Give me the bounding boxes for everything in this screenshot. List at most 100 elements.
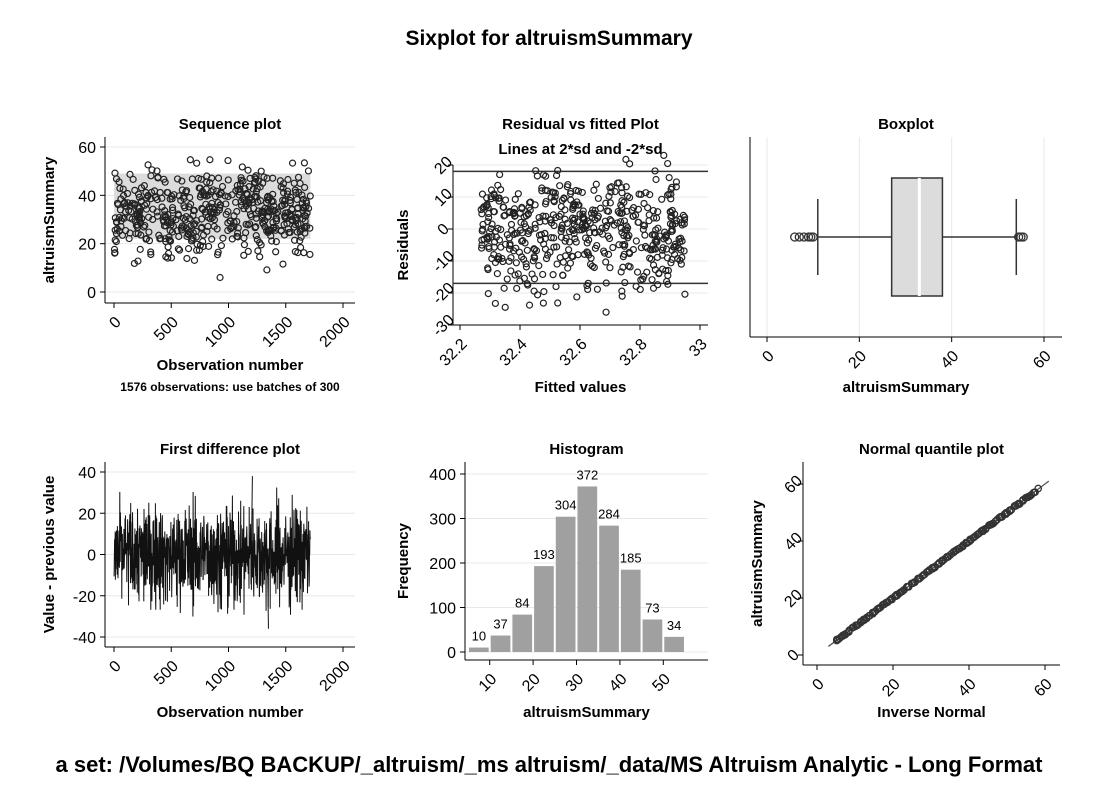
data-point [219,234,227,242]
data-point [664,266,673,275]
data-point [579,210,587,218]
x-tick-label: 2000 [317,314,354,351]
data-point [144,213,153,221]
data-point [147,248,155,256]
data-point [507,267,515,275]
x-tick-label: 0 [759,348,777,366]
data-point [637,190,645,199]
data-point [558,225,566,233]
data-point [148,166,156,174]
x-tick-label: 0 [809,676,827,694]
min-spike [266,554,269,629]
data-point [251,178,259,186]
data-point [552,213,560,222]
data-point [588,262,597,270]
data-point [518,205,526,213]
data-point [653,253,662,261]
data-point [495,197,503,205]
data-point [154,174,162,182]
y-axis-label: Value - previous value [41,476,58,634]
data-point [611,188,619,196]
data-point [561,252,570,260]
data-point [182,212,190,221]
data-point [189,211,197,220]
data-point [542,172,550,180]
data-point [609,243,617,252]
data-point [190,256,199,264]
histogram-bar [577,486,598,652]
data-point [478,190,487,198]
data-point [224,192,232,201]
data-point [551,189,559,197]
data-point [290,223,298,231]
data-point [517,218,525,227]
data-point [182,188,190,196]
histogram-bar [512,614,533,652]
data-point [268,237,276,245]
data-point [598,224,606,232]
data-point [605,234,614,243]
data-point [559,271,567,280]
data-point [622,183,630,191]
data-point [618,292,626,300]
data-point [168,203,177,212]
data-point [224,156,232,165]
difference-series-line [113,487,311,617]
data-point [272,238,280,246]
data-point [484,264,492,272]
data-point [643,268,651,276]
boxplot-panel: Boxplot 0 20 40 60 altruismSummary [749,116,1062,396]
data-point [279,189,288,197]
data-point [631,211,640,219]
data-point [175,232,183,241]
data-point [667,208,675,217]
data-point [492,227,500,235]
data-point [186,156,194,164]
data-point [594,194,602,203]
data-point [245,196,254,204]
data-point [530,245,539,254]
bar-value-label: 73 [645,601,659,616]
data-point [189,207,198,215]
data-point [521,239,529,247]
data-point [667,259,675,267]
data-point [555,212,563,221]
data-point [142,235,150,243]
data-point [565,228,574,236]
data-point [494,181,502,189]
data-point [532,167,540,175]
data-point [302,212,310,220]
data-point [236,185,244,193]
data-point [206,179,214,187]
data-point [206,156,214,164]
data-point [121,198,129,206]
data-point [112,175,121,183]
data-point [572,238,580,246]
data-point [568,214,577,222]
data-point [553,243,561,251]
data-point [258,207,266,215]
y-tick-label: -40 [73,630,96,647]
data-point [185,203,193,211]
data-point [655,269,663,277]
data-point [510,205,519,213]
data-point [479,225,487,233]
data-point [495,194,503,202]
data-point [183,254,191,263]
y-tick-label: 20 [431,153,456,178]
data-point [1005,507,1014,516]
data-point [581,221,589,229]
data-point [193,246,201,254]
data-point [234,229,242,237]
data-point [246,220,254,228]
first-difference-panel: First difference plot -40 -20 0 20 40 Value - … [41,441,355,721]
data-point [197,175,205,183]
data-point [270,202,278,210]
data-point [168,195,176,203]
data-point [272,248,280,256]
data-point [663,277,671,286]
data-point [506,241,514,249]
bar-value-label: 84 [515,596,529,611]
data-point [178,177,186,185]
data-point [640,199,648,208]
